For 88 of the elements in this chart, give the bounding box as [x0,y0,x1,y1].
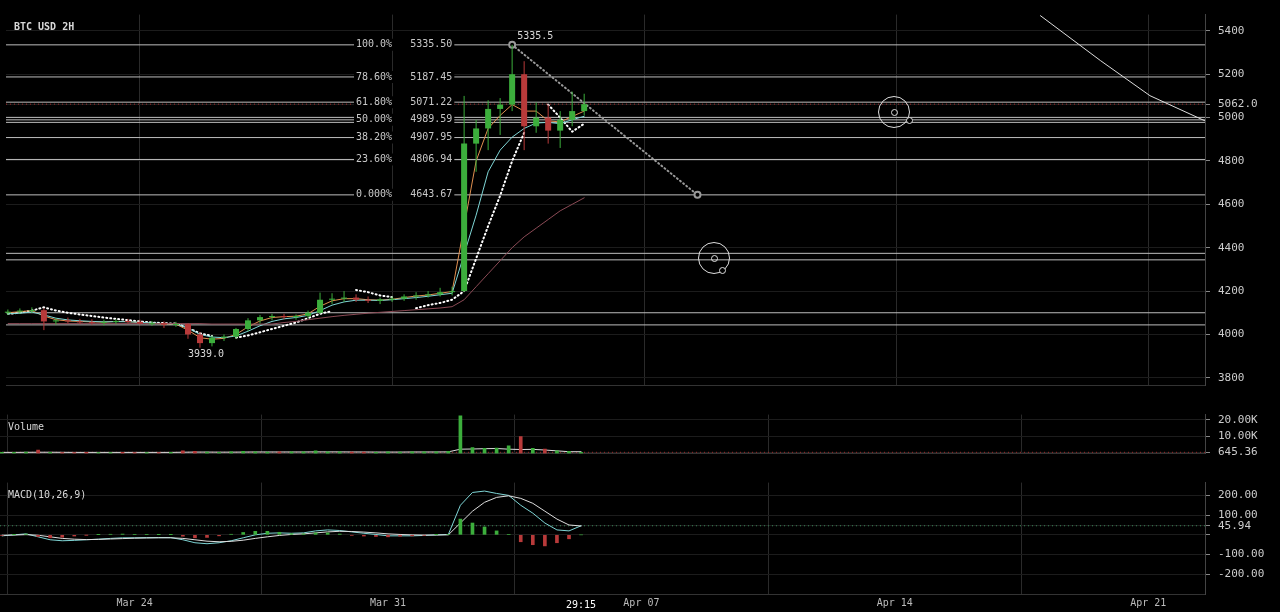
bar [434,451,439,454]
candlestick [40,307,47,331]
candlestick [172,321,179,328]
text: Volume [8,421,45,433]
y-tick-label: 5062.0 [1218,97,1258,111]
y-tick-label: 4200 [1218,283,1245,297]
y-tick-label: 100.00 [1218,507,1258,521]
y-tick-label: 4800 [1218,153,1245,167]
y-tick-label: 45.94 [1218,518,1252,532]
candlestick [88,318,95,326]
bar [518,436,523,454]
bar [530,535,535,546]
ref-line-label: 23.60% 4806.94 [356,153,453,165]
y-tick-label: 5400 [1218,23,1245,37]
bar [386,535,390,538]
text: BTC USD 2H [14,21,75,33]
candlestick [569,91,576,127]
ref-line-label: 61.80% 5071.22 [356,95,453,107]
bar [241,532,246,535]
bar [325,451,330,454]
candlestick [305,310,312,319]
bar [555,535,559,544]
candlestick [124,318,131,325]
bar [205,535,209,538]
ref-line-label: 100.0% 5335.50 [356,38,453,50]
candlestick [377,297,384,305]
candlestick [100,319,107,326]
bar [60,535,65,538]
candlestick [485,99,492,151]
candlestick [112,318,119,325]
candlestick [136,319,143,326]
text: MACD(10,26,9) [8,489,87,501]
candlestick [196,331,203,349]
bar [253,451,258,454]
bar [567,535,571,540]
candlestick [160,320,167,329]
x-tick-label: Mar 31 [369,596,407,608]
bar [36,449,40,454]
candlestick [208,335,215,347]
y-tick-label: 3800 [1218,370,1245,384]
candlestick [317,292,324,315]
text: 29:15 [566,598,597,610]
x-tick-label: Apr 07 [623,596,660,608]
candlestick [581,93,588,116]
annotation: 3939.0 [187,348,225,360]
y-tick-label: -100.00 [1218,547,1265,561]
bar [543,448,547,454]
bar [193,535,197,539]
y-tick-label: 4000 [1218,327,1245,341]
x-tick-label: Apr 14 [876,596,913,608]
y-tick-label: -200.00 [1218,567,1265,581]
bar [253,530,258,535]
candlestick [148,320,155,327]
bar [506,445,511,454]
candlestick [473,119,480,173]
candlestick [533,101,540,134]
candlestick [437,287,444,297]
bar [518,535,523,543]
y-tick-label: 5000 [1218,110,1245,124]
candlestick [76,318,83,325]
ref-line-label: 38.20% 4907.95 [356,131,453,143]
x-tick-label: Apr 21 [1130,596,1167,608]
y-tick-label: 645.36 [1218,445,1258,459]
candlestick [353,293,360,303]
bar [530,448,535,454]
candlestick [401,293,408,302]
annotation: 5335.5 [517,30,554,42]
candlestick [545,104,552,145]
y-tick-label: 20.00K [1218,412,1259,426]
y-tick-label: 4600 [1218,197,1245,211]
y-tick-label: 5200 [1218,67,1245,81]
y-tick-label: 10.00K [1218,429,1259,443]
ref-line-label: 0.000% 4643.67 [356,188,453,200]
candlestick [497,97,504,136]
candlestick [557,110,564,149]
candlestick [257,314,264,325]
bar [410,451,414,454]
bar [325,532,330,535]
ref-line-label: 50.00% 4989.59 [356,113,453,125]
y-tick-label: 200.00 [1218,488,1258,502]
bar [543,535,547,547]
y-tick-label: 4400 [1218,240,1245,254]
x-tick-label: Mar 24 [116,596,153,608]
bar [277,531,282,535]
candlestick [28,306,35,314]
ref-line-label: 78.60% 5187.45 [356,70,453,82]
bar [48,535,52,539]
candlestick [389,296,396,303]
